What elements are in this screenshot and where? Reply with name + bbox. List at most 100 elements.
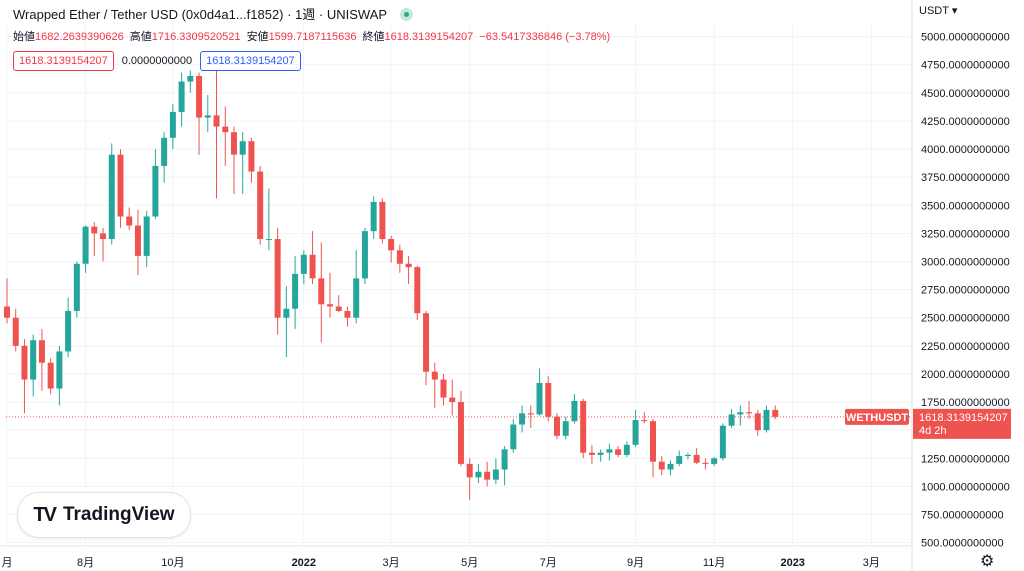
y-tick-label: 4500.0000000000 [921,88,1010,100]
candle-body [545,382,552,417]
candle-body [763,409,770,431]
status-dot-icon [399,8,413,21]
candle-body [449,397,456,403]
candle-body [475,471,482,478]
candle-body [21,345,28,380]
candle-body [414,267,421,314]
y-tick-label: 5000.0000000000 [921,32,1010,44]
y-tick-label: 750.0000000000 [921,510,1004,522]
y-tick-label: 3250.0000000000 [921,228,1010,240]
candle-body [73,263,80,311]
candle-body [510,424,517,450]
candle-body [91,226,98,234]
y-tick-label: 3000.0000000000 [921,257,1010,269]
candle-body [12,317,19,346]
chevron-down-icon: ▾ [951,5,958,17]
candle-body [466,463,473,478]
candle-body [553,416,560,436]
candle-body [693,454,700,463]
currency-label: USDT [919,5,949,17]
candle-body [431,371,438,380]
candle-body [501,449,508,470]
open-value: 1682.2639390626 [35,31,124,43]
candle-body [248,141,255,172]
y-tick-label: 4000.0000000000 [921,144,1010,156]
y-tick-label: 1000.0000000000 [921,481,1010,493]
candle-body [606,449,613,453]
ohlc-readout: 始値1682.2639390626 高値1716.3309520521 安値15… [13,28,613,44]
candle-body [300,254,307,274]
symbol-title[interactable]: Wrapped Ether / Tether USD (0x0d4a1...f1… [13,7,388,22]
tradingview-watermark[interactable]: TV TradingView [17,492,191,538]
y-tick-label: 2250.0000000000 [921,341,1010,353]
candle-body [562,421,569,436]
candle-body [440,379,447,398]
candle-body [161,137,168,166]
candle-body [754,413,761,431]
candle-body [239,141,246,155]
symbol-tag-text: WETHUSDT [846,412,909,424]
candle-body [213,115,220,127]
indicator-value-c[interactable]: 1618.3139154207 [200,51,301,71]
high-label: 高値 [129,31,152,43]
candle-body [519,413,526,425]
indicator-value-b: 0.0000000000 [121,55,193,67]
candle-body [4,306,10,318]
candle-body [396,250,403,264]
y-tick-label: 3750.0000000000 [921,172,1010,184]
y-tick-label: 1250.0000000000 [921,453,1010,465]
candle-body [597,452,604,455]
x-tick-label: 9月 [627,557,644,569]
high-value: 1716.3309520521 [151,31,241,43]
candle-body [632,420,639,445]
candle-body [169,111,176,138]
tradingview-wordmark: TradingView [62,504,175,525]
y-tick-label: 500.0000000000 [921,538,1004,550]
candle-body [676,456,683,464]
chart-legend: Wrapped Ether / Tether USD (0x0d4a1...f1… [13,4,413,23]
candle-body [283,308,290,318]
candle-body [47,362,54,389]
x-tick-label: 11月 [703,557,725,569]
x-tick-label: 3月 [863,557,880,569]
candle-body [82,226,89,264]
candle-body [143,216,150,256]
close-label: 終値 [362,31,385,43]
candle-body [196,75,203,118]
candle-body [309,254,316,279]
gear-icon[interactable]: ⚙ [980,553,995,570]
last-price-axis-tag [913,408,1011,439]
currency-selector[interactable]: USDT ▾ [919,4,957,17]
candle-body [571,400,578,422]
y-tick-label: 2000.0000000000 [921,369,1010,381]
candle-body [117,154,124,217]
candle-body [580,400,587,453]
candle-body [388,239,395,251]
candle-body [292,273,299,309]
candle-body [108,154,115,240]
indicator-value-a[interactable]: 1618.3139154207 [13,51,114,71]
candle-body [527,413,534,415]
x-tick-label: 7月 [540,557,557,569]
candle-body [100,233,107,240]
candle-body [737,412,744,415]
candle-body [222,126,229,133]
y-tick-label: 1750.0000000000 [921,397,1010,409]
candle-body [728,414,735,426]
y-tick-label: 4750.0000000000 [921,60,1010,72]
candle-body [56,351,63,389]
candle-body [134,225,141,256]
candle-body [265,239,272,241]
candle-body [344,310,351,318]
candle-body [457,402,464,464]
candle-body [492,469,499,480]
bar-countdown: 4d 2h [919,425,947,437]
candle-body [405,263,412,268]
candle-body [370,201,377,232]
candle-body [38,340,45,363]
candle-body [423,313,430,372]
candle-body [126,216,133,226]
x-tick-label: 8月 [77,557,94,569]
candle-body [746,412,753,414]
